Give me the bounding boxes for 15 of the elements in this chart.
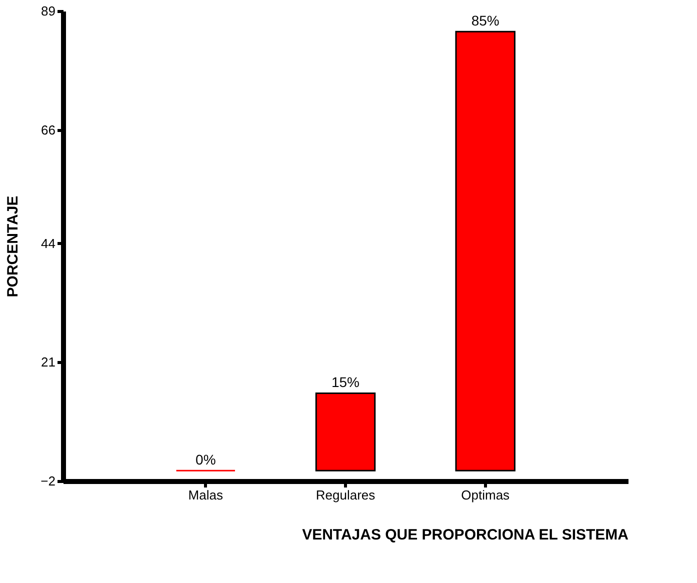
y-axis-title: PORCENTAJE — [4, 196, 22, 298]
x-tick-label: Optimas — [461, 488, 510, 502]
data-label: 85% — [471, 12, 500, 29]
y-tick-label: 66 — [41, 122, 56, 138]
bar — [455, 30, 516, 472]
x-axis-title: VENTAJAS QUE PROPORCIONA EL SISTEMA — [302, 526, 629, 544]
data-label: 0% — [196, 452, 216, 468]
x-tick-label: Malas — [188, 488, 224, 502]
bar — [315, 392, 376, 472]
y-tick-label: 89 — [41, 4, 56, 18]
y-tick-label: 44 — [41, 236, 56, 251]
y-tick-label: −2 — [40, 474, 56, 488]
y-tick-label: 21 — [41, 354, 56, 370]
data-label: 15% — [331, 374, 360, 390]
x-tick-label: Regulares — [316, 488, 376, 502]
